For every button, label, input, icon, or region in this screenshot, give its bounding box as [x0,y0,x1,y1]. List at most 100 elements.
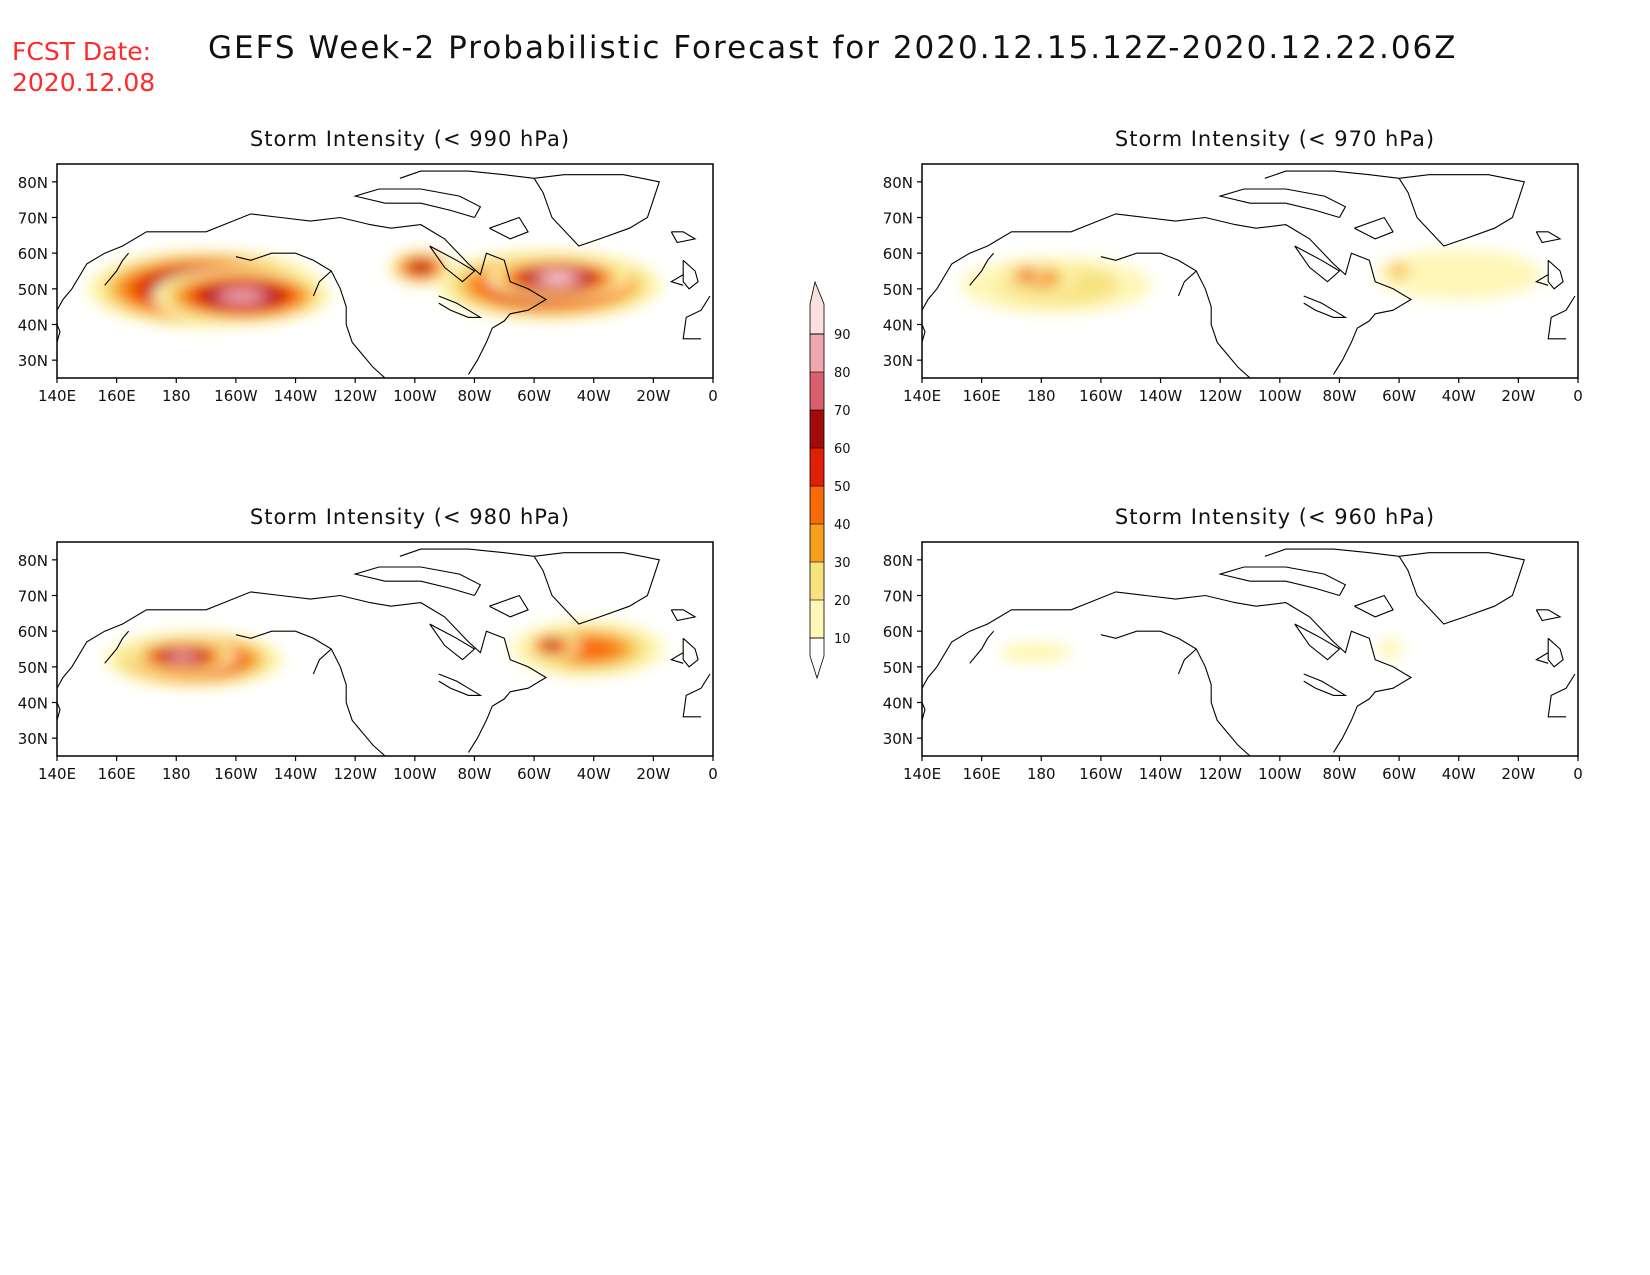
coastline [104,630,130,664]
lon-label: 40W [1442,387,1476,405]
coastline [1264,548,1400,557]
colorbar-label: 90 [834,328,851,343]
colorbar-top-tip [809,280,825,335]
probability-blob [544,641,560,650]
colorbar-segment [810,486,824,524]
lat-label: 50N [18,281,48,299]
lon-label: 140W [274,387,318,405]
lat-label: 40N [18,317,48,335]
coastline [969,252,995,286]
map-svg: 80N 70N 60N 50N 40N 30N 140E 160E 180 160W 140W 120… [883,163,1583,405]
lon-label: 140E [903,387,941,405]
coastline [438,673,483,696]
lat-label: 80N [883,552,913,570]
map-panel-990: Storm Intensity (< 990 hPa) 80N 70N 60N 50N… [0,127,770,447]
colorbar-label: 60 [834,442,851,457]
lon-label: 100W [1258,765,1302,783]
coastline [533,174,661,247]
lon-label: 140W [1139,765,1183,783]
map-svg: 80N 70N 60N 50N 40N 30N 140E 160E 180 160W 140W 120… [18,163,718,405]
map-svg: 80N 70N 60N 50N 40N 30N 140E 160E 180 160W 140W 120… [883,541,1583,783]
page-title: GEFS Week-2 Probabilistic Forecast for 2… [208,30,1458,66]
coastline [489,216,529,240]
lon-label: 60W [1382,765,1416,783]
panel-title: Storm Intensity (< 960 hPa) [1114,505,1436,529]
coastline [670,609,697,622]
lat-label: 30N [18,352,48,370]
coastline [1264,170,1400,179]
lon-label: 60W [517,387,551,405]
lon-label: 60W [1382,387,1416,405]
colorbar-label: 40 [834,518,851,533]
coastline [104,252,130,286]
lon-label: 120W [1198,387,1242,405]
lat-label: 60N [18,623,48,641]
coastlines [57,548,711,756]
map-frame [56,163,714,379]
colorbar-segment [810,334,824,372]
lon-label: 180 [1027,387,1056,405]
lat-label: 40N [883,695,913,713]
coastline [353,566,482,597]
colorbar-label: 50 [834,480,851,495]
probability-blob [543,273,573,283]
colorbar-segment [810,372,824,410]
colorbar-segment [810,524,824,562]
coastline [1177,648,1197,675]
coastline [669,652,684,664]
lat-label: 50N [18,659,48,677]
probability-field [104,620,666,689]
colorbar-segment [810,600,824,638]
coastline [438,295,483,318]
coastline [670,231,697,244]
probability-field [960,249,1543,314]
lon-label: 180 [162,387,191,405]
coastline [1100,252,1251,378]
lon-label: 80W [457,387,491,405]
coastline [1218,188,1347,219]
lon-label: 0 [708,765,718,783]
lat-label: 30N [883,352,913,370]
map-svg: 80N 70N 60N 50N 40N 30N 140E 160E 180 160W 140W 120… [18,541,718,783]
colorbar-label: 10 [834,632,851,647]
lat-label: 70N [18,210,48,228]
coastline [922,324,926,343]
lon-label: 100W [1258,387,1302,405]
lon-label: 60W [517,765,551,783]
lat-label: 80N [883,174,913,192]
lon-label: 160E [963,387,1001,405]
coastline [1100,630,1251,756]
lon-label: 120W [333,387,377,405]
coastline [399,548,535,557]
lat-label: 30N [18,730,48,748]
probability-blob [1378,638,1403,660]
coastline [57,213,548,375]
lon-label: 160W [214,765,258,783]
colorbar-segment [810,562,824,600]
lon-label: 160W [1079,387,1123,405]
coastline [922,213,1413,375]
probability-blob [1391,265,1407,277]
colorbar-label: 80 [834,366,851,381]
lon-label: 40W [1442,765,1476,783]
coastline [312,270,332,297]
coastline [1398,174,1526,247]
coastline [57,324,61,343]
lon-label: 40W [577,765,611,783]
coastline [399,170,535,179]
lon-label: 80W [457,765,491,783]
lon-label: 160W [1079,765,1123,783]
map-panel-970: Storm Intensity (< 970 hPa) 80N 70N 60N 50N… [865,127,1635,447]
lon-label: 160E [963,765,1001,783]
probability-blob [1375,249,1543,300]
coastlines [922,170,1576,378]
lon-label: 20W [1501,765,1535,783]
lon-label: 40W [577,387,611,405]
coastline [1547,259,1564,290]
coastline [1218,566,1347,597]
lon-label: 100W [393,387,437,405]
coastline [969,630,995,664]
coastline [1354,594,1394,618]
lat-label: 50N [883,659,913,677]
lat-label: 60N [18,245,48,263]
